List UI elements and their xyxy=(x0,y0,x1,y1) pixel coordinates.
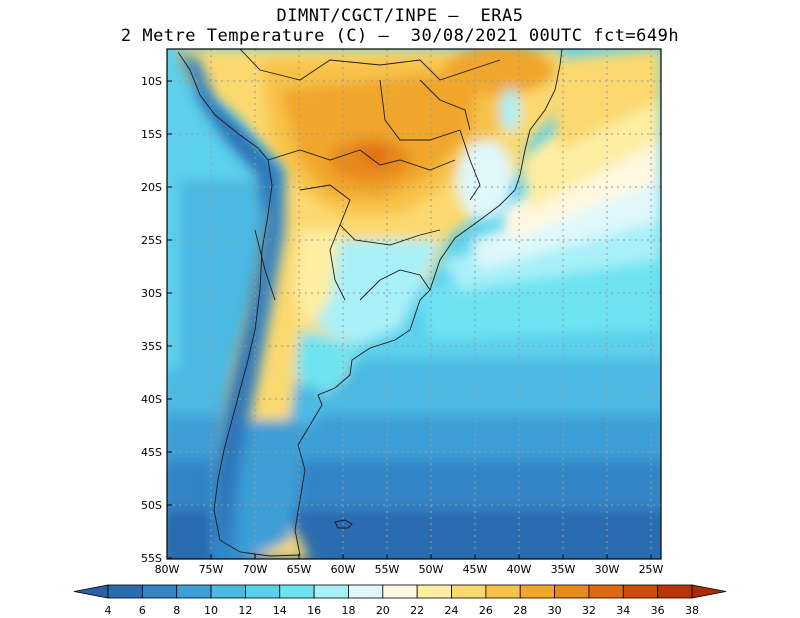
lat-label: 50S xyxy=(141,499,162,512)
colorbar-swatch xyxy=(107,584,143,599)
colorbar-swatch xyxy=(416,584,452,599)
colorbar-swatch xyxy=(554,584,590,599)
lon-label: 70W xyxy=(243,563,268,576)
colorbar-swatch xyxy=(519,584,555,599)
colorbar-label: 38 xyxy=(685,604,699,617)
colorbar-swatch xyxy=(451,584,487,599)
colorbar-label: 16 xyxy=(307,604,321,617)
lon-label: 80W xyxy=(155,563,180,576)
colorbar: 4 6 8 10 12 14 16 18 20 22 24 26 28 30 32 34 36 38 xyxy=(73,584,727,617)
coastlines xyxy=(177,49,563,557)
lon-label: 65W xyxy=(287,563,312,576)
colorbar-label: 22 xyxy=(410,604,424,617)
lon-label: 45W xyxy=(463,563,488,576)
colorbar-label: 20 xyxy=(376,604,390,617)
colorbar-label: 6 xyxy=(139,604,146,617)
colorbar-label: 8 xyxy=(173,604,180,617)
lat-label: 45S xyxy=(141,446,162,459)
colorbar-label: 4 xyxy=(105,604,112,617)
latitude-labels: 10S 15S 20S 25S 30S 35S 40S 45S 50S 55S xyxy=(141,75,162,565)
colorbar-swatch xyxy=(176,584,212,599)
colorbar-low-arrow xyxy=(73,584,109,599)
colorbar-label: 10 xyxy=(204,604,218,617)
colorbar-swatch xyxy=(313,584,349,599)
colorbar-swatch xyxy=(382,584,418,599)
colorbar-swatch xyxy=(245,584,281,599)
map-frame xyxy=(166,48,662,560)
lat-label: 55S xyxy=(141,552,162,565)
lon-label: 30W xyxy=(595,563,620,576)
colorbar-label: 18 xyxy=(341,604,355,617)
lon-label: 55W xyxy=(375,563,400,576)
lon-label: 40W xyxy=(507,563,532,576)
lon-label: 25W xyxy=(639,563,664,576)
colorbar-swatch xyxy=(210,584,246,599)
colorbar-label: 34 xyxy=(616,604,630,617)
lat-label: 40S xyxy=(141,393,162,406)
colorbar-label: 24 xyxy=(445,604,459,617)
colorbar-swatch xyxy=(348,584,384,599)
colorbar-label: 26 xyxy=(479,604,493,617)
colorbar-label: 14 xyxy=(273,604,287,617)
grid-lines xyxy=(167,49,661,559)
colorbar-swatch xyxy=(622,584,659,599)
colorbar-swatch xyxy=(588,584,624,599)
lat-label: 35S xyxy=(141,340,162,353)
lon-label: 75W xyxy=(199,563,224,576)
colorbar-label: 30 xyxy=(548,604,562,617)
colorbar-swatch xyxy=(279,584,315,599)
lat-label: 20S xyxy=(141,181,162,194)
colorbar-swatch xyxy=(485,584,521,599)
colorbar-high-arrow xyxy=(691,584,727,599)
longitude-labels: 80W 75W 70W 65W 60W 55W 50W 45W 40W 35W … xyxy=(155,563,664,576)
map-title-line1: DIMNT/CGCT/INPE — ERA5 xyxy=(276,6,524,26)
lon-label: 35W xyxy=(551,563,576,576)
lat-label: 10S xyxy=(141,75,162,88)
lat-label: 25S xyxy=(141,234,162,247)
colorbar-label: 36 xyxy=(651,604,665,617)
colorbar-swatch xyxy=(141,584,178,599)
colorbar-swatch xyxy=(657,584,693,599)
colorbar-label: 28 xyxy=(513,604,527,617)
temperature-field xyxy=(167,49,661,559)
lat-label: 30S xyxy=(141,287,162,300)
colorbar-label: 32 xyxy=(582,604,596,617)
colorbar-label: 12 xyxy=(238,604,252,617)
lon-label: 60W xyxy=(331,563,356,576)
map-title-line2: 2 Metre Temperature (C) — 30/08/2021 00U… xyxy=(120,26,680,46)
lon-label: 50W xyxy=(419,563,444,576)
lat-label: 15S xyxy=(141,128,162,141)
